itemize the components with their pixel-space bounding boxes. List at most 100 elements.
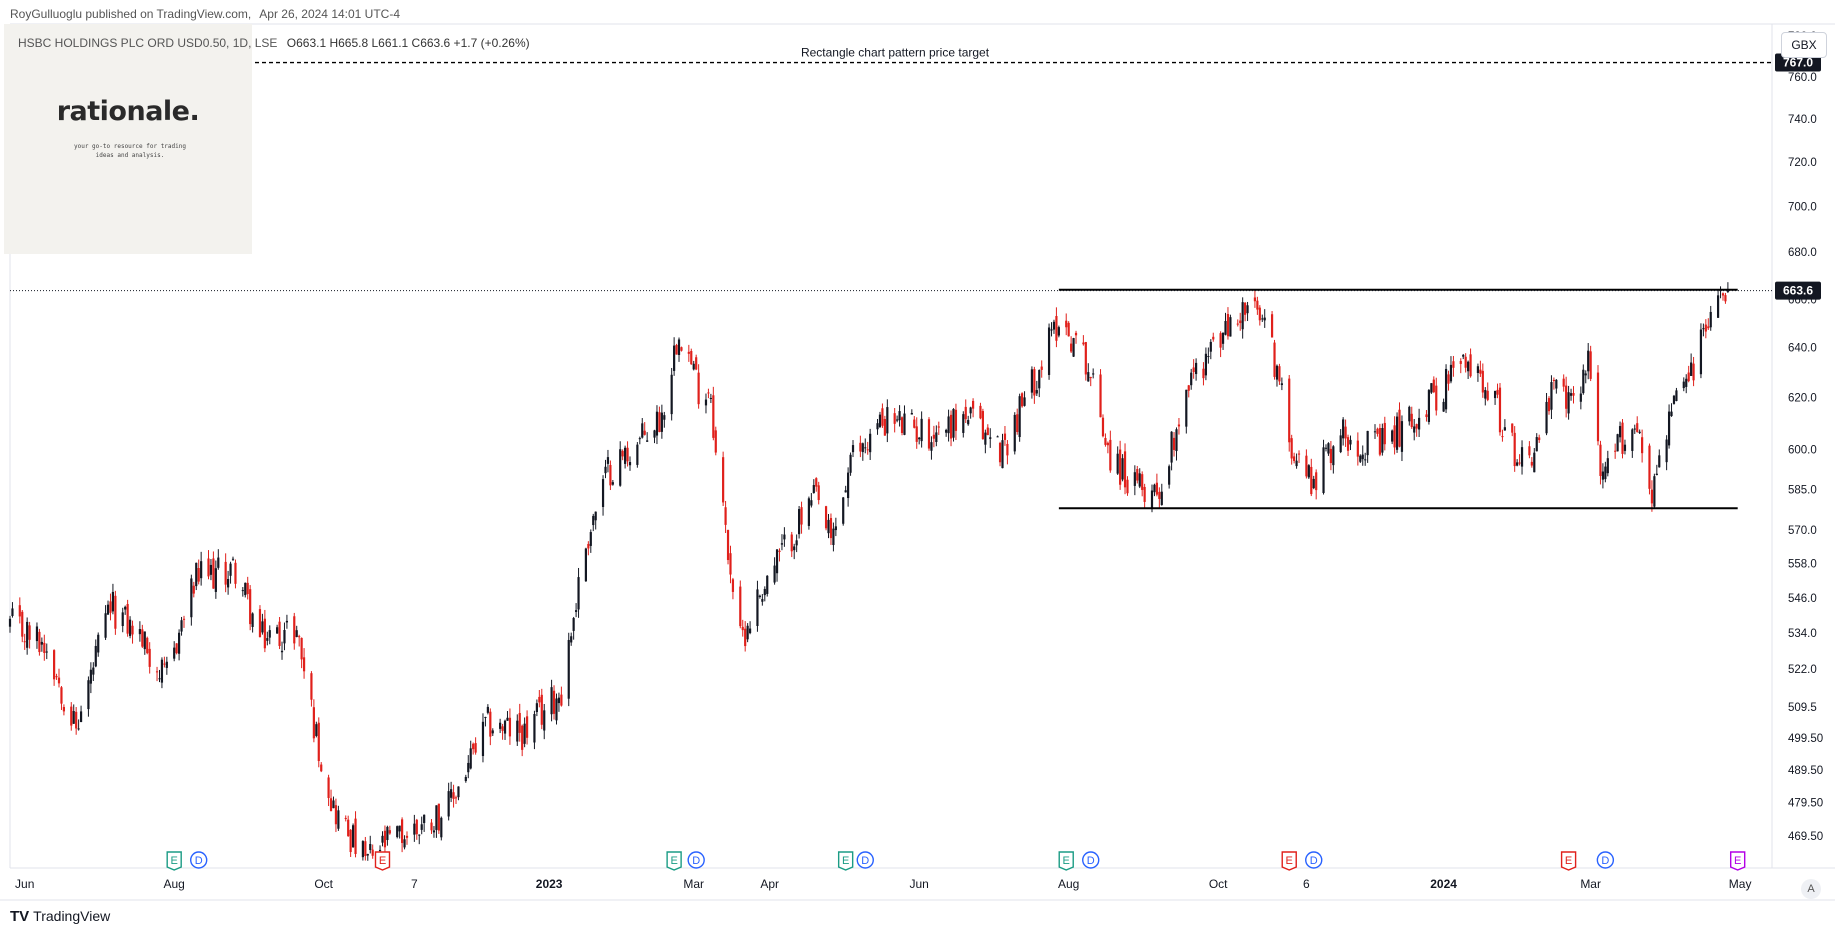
candle-body: [266, 638, 269, 641]
candle-body: [1185, 389, 1188, 427]
candle-body: [317, 722, 320, 762]
candle-body: [658, 412, 661, 433]
candle-body: [491, 730, 494, 734]
candle-body: [1687, 372, 1690, 382]
candle-body: [864, 447, 867, 449]
dividend-icon[interactable]: [1082, 851, 1100, 869]
y-tick-label: 534.0: [1788, 628, 1817, 640]
symbol-legend[interactable]: HSBC HOLDINGS PLC ORD USD0.50, 1D, LSE O…: [18, 36, 530, 50]
candle-body: [1065, 320, 1068, 328]
x-tick-label: 2023: [536, 877, 563, 891]
earnings-icon[interactable]: [1729, 851, 1746, 871]
candle-body: [729, 553, 732, 575]
candle-body: [761, 599, 764, 602]
candle-body: [1565, 385, 1568, 409]
candle-body: [1047, 327, 1051, 375]
candle-body: [778, 550, 781, 553]
currency-button[interactable]: GBX: [1781, 32, 1827, 58]
candle-body: [469, 748, 472, 769]
candle-body: [1493, 390, 1497, 399]
candle-body: [1101, 417, 1105, 437]
candle-body: [896, 419, 899, 421]
candle-body: [55, 676, 58, 678]
candle-body: [932, 434, 935, 439]
candle-body: [670, 374, 673, 415]
candle-body: [452, 792, 455, 799]
candle-body: [217, 557, 220, 568]
candle-body: [354, 818, 357, 854]
candle-body: [1618, 426, 1622, 438]
dividend-icon[interactable]: [687, 851, 705, 869]
dividend-icon[interactable]: [856, 851, 874, 869]
earnings-icon[interactable]: [1281, 851, 1297, 871]
candle-body: [1584, 373, 1587, 376]
y-tick-label: 700.0: [1788, 202, 1817, 214]
auto-scale-button[interactable]: A: [1801, 879, 1821, 899]
candle-body: [383, 830, 387, 848]
candle-body: [241, 590, 244, 592]
candle-body: [173, 647, 176, 659]
candle-body: [533, 714, 536, 743]
candle-body: [798, 509, 801, 535]
y-tick-label: 509.5: [1788, 702, 1817, 714]
earnings-icon[interactable]: [374, 851, 391, 871]
candle-body: [1378, 427, 1381, 455]
x-tick-label: 6: [1303, 877, 1310, 891]
candle-body: [501, 726, 504, 731]
earnings-icon[interactable]: [666, 851, 682, 871]
candle-body: [1650, 489, 1654, 504]
candle-body: [1672, 395, 1676, 404]
candle-body: [1572, 393, 1575, 396]
candle-body: [227, 579, 230, 588]
candle-body: [1692, 363, 1695, 381]
candle-body: [1383, 422, 1386, 445]
earnings-icon[interactable]: [1560, 851, 1577, 871]
candle-body: [1467, 361, 1470, 372]
candle-body: [1400, 421, 1404, 452]
candle-body: [1324, 447, 1328, 449]
candle-body: [1278, 366, 1281, 382]
candle-body: [543, 710, 546, 731]
candle-body: [104, 613, 107, 638]
tradingview-brand[interactable]: TV TradingView: [10, 908, 110, 925]
dividend-icon[interactable]: [1305, 851, 1323, 869]
x-tick-label: May: [1729, 877, 1752, 891]
candle-body: [900, 417, 904, 434]
earnings-icon[interactable]: [166, 851, 182, 871]
earnings-icon[interactable]: [1058, 851, 1074, 871]
earnings-icon[interactable]: [837, 851, 854, 871]
candle-body: [418, 834, 421, 836]
candle-body: [1273, 342, 1276, 377]
candle-body: [1479, 369, 1482, 374]
ohlc-values: O663.1 H665.8 L661.1 C663.6 +1.7 (+0.26%…: [286, 36, 530, 50]
candle-body: [866, 449, 869, 451]
candle-body: [1082, 342, 1085, 345]
candle-body: [1452, 361, 1455, 368]
candle-body: [1569, 393, 1573, 396]
candle-body: [937, 426, 940, 428]
dividend-icon[interactable]: [189, 851, 208, 869]
candle-body: [824, 506, 828, 529]
candle-body: [979, 405, 982, 419]
candle-body: [1545, 401, 1548, 434]
candle-body: [1658, 455, 1661, 468]
candle-body: [834, 526, 837, 531]
candle-body: [1359, 455, 1362, 462]
candle-body: [1690, 362, 1693, 376]
candle-body: [1533, 452, 1536, 473]
dividend-icon[interactable]: [1596, 851, 1615, 869]
y-tick-label: 620.0: [1788, 393, 1817, 405]
candle-body: [77, 728, 80, 730]
candle-body: [832, 528, 835, 546]
candle-body: [646, 440, 649, 442]
candle-body: [457, 786, 460, 798]
candle-body: [1074, 332, 1078, 336]
candle-body: [1641, 437, 1644, 454]
candle-body: [773, 565, 776, 583]
candle-body: [320, 764, 323, 772]
x-tick-label: Mar: [683, 877, 704, 891]
candle-body: [881, 408, 884, 426]
candle-body: [1099, 374, 1102, 418]
candle-body: [190, 578, 193, 618]
